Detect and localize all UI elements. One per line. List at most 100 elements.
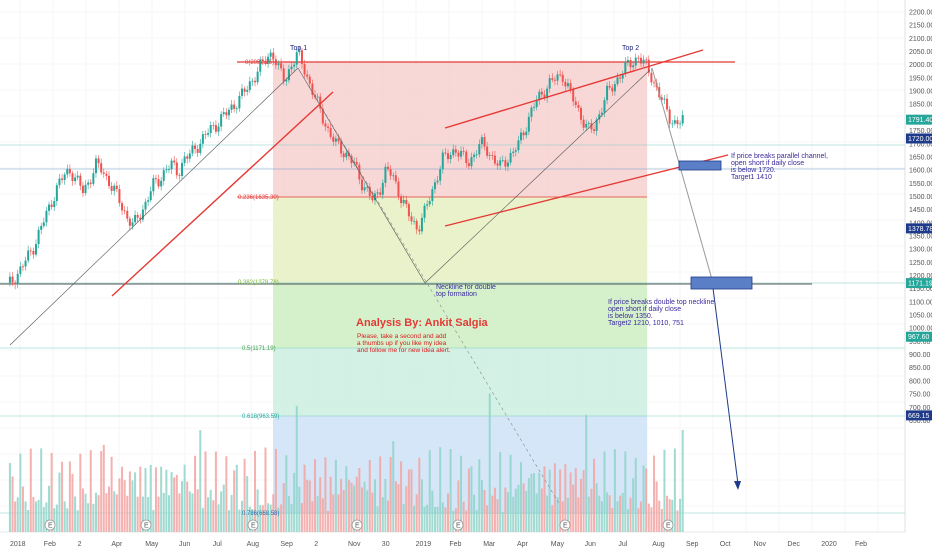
volume-bar [259,505,262,532]
candle [381,179,384,200]
candle [392,172,395,181]
candle [467,158,470,170]
volume-bar [645,468,648,532]
volume-bar [603,451,606,532]
volume-bar [559,469,562,532]
top2-label: Top 2 [622,45,639,52]
svg-text:E: E [563,523,568,530]
time-tick: Oct [720,541,731,548]
volume-bar [433,506,436,532]
candle [66,164,69,178]
candle [407,201,410,222]
volume-bar [149,464,152,532]
fib-label-0: 0(2052.25) [245,60,274,66]
volume-bar [84,493,87,532]
volume-bar [113,491,116,532]
target-box-1720 [678,160,722,171]
volume-bar [199,430,202,532]
candle [19,261,22,277]
fib-labels: 0(2052.25) 0.236(1635.30) 0.382(1378.78)… [238,60,279,517]
volume-bar [293,472,296,532]
candle [21,263,24,272]
candle [538,89,541,105]
candle [141,204,144,223]
volume-bar [76,510,79,532]
volume-bar [74,496,77,532]
volume-bar [540,488,543,532]
candle [501,155,504,163]
candle [423,203,426,223]
candle [121,200,124,216]
volume-bar [358,467,361,532]
volume-bar [626,509,629,532]
candle [48,201,51,216]
volume-bar [37,500,40,532]
candle [608,81,611,90]
volume-bar [141,496,144,532]
earnings-marker-icon[interactable]: E [247,519,259,531]
channel-upper [444,49,704,129]
candle [167,165,170,174]
candle [444,147,447,156]
volume-bar [486,505,489,532]
candle [204,130,207,140]
candle [579,105,582,125]
candle [217,122,220,136]
candle [81,181,84,198]
price-badge: 1378.78 [906,223,932,234]
price-tick: 1650.00 [909,154,932,161]
earnings-marker-icon[interactable]: E [351,519,363,531]
candle [118,184,121,207]
earnings-marker-icon[interactable]: E [559,519,571,531]
volume-bar [295,405,298,532]
candle [287,64,290,84]
volume-bar [590,488,593,532]
volume-bars [8,393,684,532]
time-tick: May [145,541,159,548]
volume-bar [480,480,483,532]
earnings-marker-icon[interactable]: E [140,519,152,531]
candle [173,156,176,166]
volume-bar [209,489,212,532]
time-tick: Feb [44,541,56,548]
svg-text:E: E [456,523,461,530]
candle [593,124,596,135]
volume-bar [621,492,624,532]
candle [152,174,155,196]
earnings-marker-icon[interactable]: E [662,519,674,531]
volume-bar [212,500,215,532]
earnings-marker-icon[interactable]: E [44,519,56,531]
uptrend-channel-upper [9,67,299,346]
candle [105,170,108,181]
candle [621,70,624,84]
volume-bar [595,483,598,532]
price-tick: 1250.00 [909,260,932,267]
candle [306,69,309,80]
volume-bar [447,493,450,532]
candle [574,96,577,109]
volume-bar [355,476,358,532]
earnings-marker-icon[interactable]: E [452,519,464,531]
fib-label-786: 0.786(668.58) [242,511,279,517]
price-tick: 850.00 [909,365,931,372]
candle [53,196,56,211]
candle [157,174,160,189]
volume-bar [491,495,494,532]
candle [639,53,642,67]
candle [243,86,246,97]
target-arrow-head [734,481,741,490]
volume-bar [634,458,637,532]
candle [415,218,418,235]
candle [290,62,293,73]
candle [209,121,212,138]
candle [462,146,465,156]
time-tick: 2019 [416,541,432,548]
volume-bar [53,508,56,532]
candle [420,213,423,235]
candle [520,128,523,145]
volume-bar [556,497,559,532]
volume-bar [548,469,551,532]
volume-bar [465,510,468,532]
candle [566,78,569,89]
